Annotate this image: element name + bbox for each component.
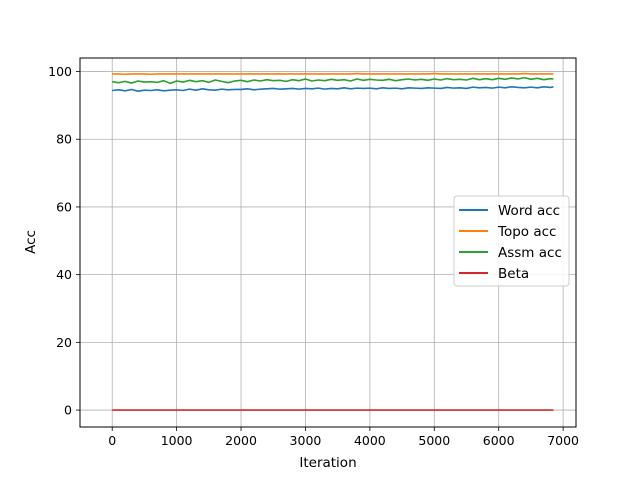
grid-lines — [80, 58, 576, 427]
x-tick-label: 7000 — [547, 433, 579, 448]
y-axis-title: Acc — [23, 230, 39, 254]
x-tick-label: 0 — [108, 433, 116, 448]
y-tick-label: 60 — [56, 199, 72, 214]
series-line-topo-acc — [112, 72, 554, 76]
x-axis-title: Iteration — [299, 455, 356, 471]
legend: Word acc Topo acc Assm acc Beta — [453, 195, 570, 287]
x-tick-label: 1000 — [161, 433, 193, 448]
legend-entry-word-acc: Word acc — [459, 203, 560, 219]
y-tick-label: 80 — [56, 132, 72, 147]
legend-entry-assm-acc: Assm acc — [459, 245, 562, 261]
legend-label-word-acc: Word acc — [498, 203, 560, 219]
x-tick-label: 4000 — [354, 433, 386, 448]
x-tick-label: 3000 — [290, 433, 322, 448]
legend-label-beta: Beta — [498, 266, 529, 282]
y-tick-label: 20 — [56, 335, 72, 350]
series-lines — [112, 72, 554, 411]
legend-entry-beta: Beta — [459, 266, 529, 282]
y-tick-label: 40 — [56, 267, 72, 282]
legend-entry-topo-acc: Topo acc — [459, 224, 556, 240]
legend-box — [453, 195, 570, 287]
legend-label-assm-acc: Assm acc — [498, 245, 562, 261]
x-tick-label: 6000 — [483, 433, 515, 448]
legend-label-topo-acc: Topo acc — [497, 224, 556, 240]
series-line-word-acc — [112, 85, 554, 92]
series-line-assm-acc — [112, 76, 554, 85]
y-axis-ticks: 0 20 40 60 80 100 — [48, 64, 80, 418]
x-tick-label: 5000 — [418, 433, 450, 448]
x-tick-label: 2000 — [225, 433, 257, 448]
x-axis-ticks: 0 1000 2000 3000 4000 5000 6000 7000 — [108, 427, 579, 448]
y-tick-label: 0 — [64, 403, 72, 418]
plot-frame — [79, 57, 577, 428]
y-tick-label: 100 — [48, 64, 72, 79]
